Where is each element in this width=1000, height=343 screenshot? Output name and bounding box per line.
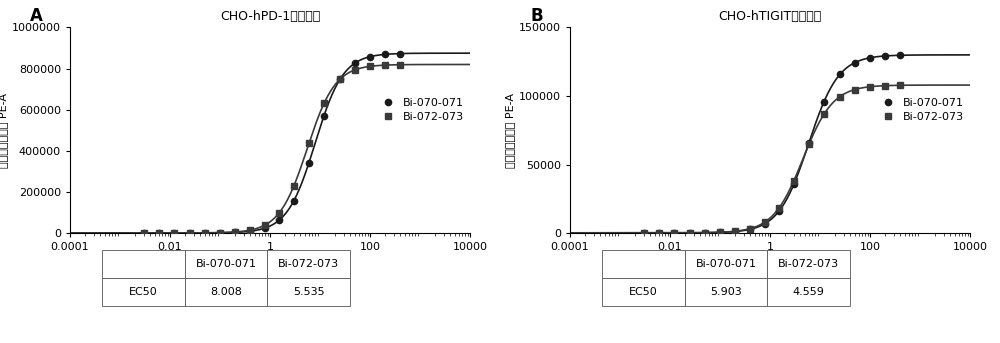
Bi-072-073 — [653, 231, 665, 235]
Bi-072-073 — [244, 228, 256, 232]
Bi-070-071 — [744, 227, 756, 232]
Bi-072-073 — [803, 142, 815, 146]
Bi-072-073 — [818, 112, 830, 116]
Bi-072-073 — [259, 223, 271, 227]
Bi-070-071 — [379, 52, 391, 57]
Bi-070-071 — [273, 218, 285, 223]
Bi-072-073 — [138, 231, 150, 235]
Line: Bi-070-071: Bi-070-071 — [141, 50, 403, 236]
Bi-072-073 — [214, 230, 226, 235]
Bi-070-071 — [259, 226, 271, 230]
Bi-072-073 — [379, 63, 391, 67]
Bi-070-071 — [394, 51, 406, 56]
Bi-072-073 — [849, 87, 861, 92]
Bi-070-071 — [818, 100, 830, 104]
Bi-070-071 — [879, 54, 891, 58]
Text: B: B — [530, 7, 543, 25]
Bi-070-071 — [318, 114, 330, 118]
Bi-072-073 — [773, 206, 785, 210]
Title: CHO-hPD-1细胞结合: CHO-hPD-1细胞结合 — [220, 11, 320, 24]
Bi-070-071 — [303, 161, 315, 165]
Bi-070-071 — [668, 231, 680, 235]
Bi-072-073 — [168, 231, 180, 235]
Bi-072-073 — [638, 231, 650, 235]
Bi-070-071 — [349, 61, 361, 65]
Bi-070-071 — [759, 222, 771, 226]
Y-axis label: 荧光强度中位数 PE-A: 荧光强度中位数 PE-A — [0, 93, 8, 168]
Bi-070-071 — [199, 231, 211, 235]
X-axis label: 抗体浓度（nM）: 抗体浓度（nM） — [242, 258, 298, 268]
Title: CHO-hTIGIT细胞结合: CHO-hTIGIT细胞结合 — [718, 11, 822, 24]
Bi-072-073 — [199, 231, 211, 235]
Bi-072-073 — [864, 85, 876, 89]
Line: Bi-072-073: Bi-072-073 — [641, 82, 903, 236]
Bi-070-071 — [184, 231, 196, 235]
Y-axis label: 荧光强度中位数 PE-A: 荧光强度中位数 PE-A — [505, 93, 515, 168]
Bi-072-073 — [834, 95, 846, 99]
Bi-072-073 — [288, 184, 300, 188]
Bi-072-073 — [273, 211, 285, 215]
Bi-070-071 — [864, 56, 876, 60]
Bi-070-071 — [773, 209, 785, 213]
Bi-072-073 — [879, 84, 891, 88]
Bi-070-071 — [214, 231, 226, 235]
Bi-072-073 — [334, 77, 346, 81]
Line: Bi-070-071: Bi-070-071 — [641, 52, 903, 236]
Bi-070-071 — [334, 78, 346, 82]
Bi-072-073 — [759, 220, 771, 224]
Bi-070-071 — [138, 231, 150, 235]
Bi-072-073 — [364, 64, 376, 68]
Bi-072-073 — [684, 231, 696, 235]
Bi-070-071 — [244, 229, 256, 233]
Bi-072-073 — [184, 231, 196, 235]
Bi-072-073 — [349, 68, 361, 72]
Bi-072-073 — [744, 227, 756, 231]
Bi-070-071 — [229, 230, 241, 234]
X-axis label: 抗体浓度（nM）: 抗体浓度（nM） — [742, 258, 798, 268]
Bi-070-071 — [803, 141, 815, 145]
Bi-072-073 — [894, 83, 906, 87]
Line: Bi-072-073: Bi-072-073 — [141, 62, 403, 236]
Bi-072-073 — [303, 141, 315, 145]
Bi-072-073 — [729, 229, 741, 233]
Bi-072-073 — [229, 230, 241, 234]
Bi-072-073 — [714, 230, 726, 234]
Bi-070-071 — [288, 199, 300, 203]
Bi-070-071 — [168, 231, 180, 235]
Bi-070-071 — [638, 231, 650, 235]
Legend: Bi-070-071, Bi-072-073: Bi-070-071, Bi-072-073 — [878, 97, 964, 122]
Bi-070-071 — [729, 229, 741, 234]
Bi-072-073 — [668, 231, 680, 235]
Bi-072-073 — [699, 230, 711, 235]
Text: A: A — [30, 7, 43, 25]
Bi-070-071 — [364, 55, 376, 59]
Bi-070-071 — [894, 53, 906, 57]
Bi-070-071 — [153, 231, 165, 235]
Bi-072-073 — [394, 63, 406, 67]
Bi-070-071 — [699, 230, 711, 235]
Bi-070-071 — [653, 231, 665, 235]
Bi-072-073 — [318, 102, 330, 106]
Bi-070-071 — [684, 231, 696, 235]
Bi-070-071 — [849, 60, 861, 64]
Bi-070-071 — [834, 72, 846, 76]
Legend: Bi-070-071, Bi-072-073: Bi-070-071, Bi-072-073 — [378, 97, 464, 122]
Bi-072-073 — [788, 179, 800, 183]
Bi-070-071 — [788, 182, 800, 186]
Bi-072-073 — [153, 231, 165, 235]
Bi-070-071 — [714, 230, 726, 234]
